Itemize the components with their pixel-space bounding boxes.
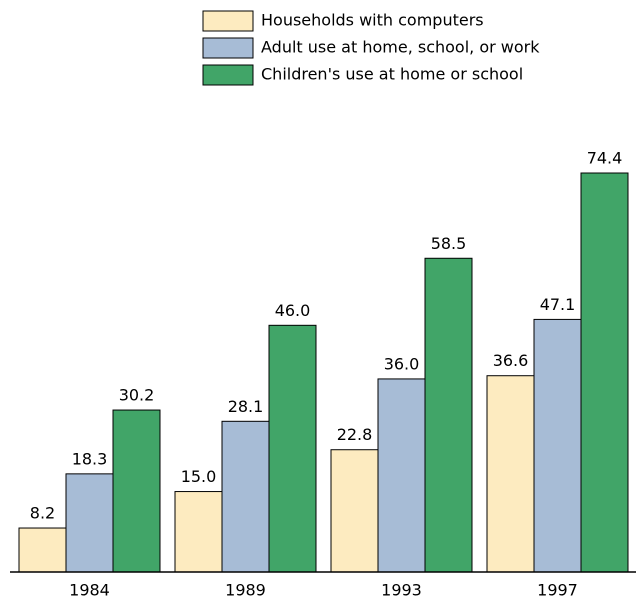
bar [580,172,629,573]
bar [174,491,223,573]
value-label: 22.8 [337,425,373,444]
value-label: 47.1 [540,295,576,314]
value-label: 36.6 [493,351,529,370]
value-label: 36.0 [384,354,420,373]
bar [533,318,582,573]
value-label: 8.2 [30,504,55,523]
value-label: 30.2 [119,386,155,405]
bar [377,378,426,573]
value-label: 74.4 [587,149,623,168]
legend-label: Households with computers [261,11,484,30]
value-label: 28.1 [228,397,264,416]
bar [18,527,67,573]
legend-swatch [202,10,254,32]
legend-swatch [202,64,254,86]
x-tick-label: 1984 [69,581,110,600]
value-label: 58.5 [431,234,467,253]
bar [424,257,473,573]
bar [268,324,317,573]
legend-label: Adult use at home, school, or work [261,38,540,57]
value-label: 15.0 [181,467,217,486]
legend-swatch [202,37,254,59]
x-tick-label: 1993 [381,581,422,600]
legend-label: Children's use at home or school [261,65,523,84]
bar [112,409,161,573]
x-tick-label: 1997 [537,581,578,600]
bar [330,449,379,573]
x-tick-label: 1989 [225,581,266,600]
bar [221,420,270,573]
value-label: 46.0 [275,301,311,320]
bar [486,375,535,573]
bar [65,473,114,573]
value-label: 18.3 [72,449,108,468]
